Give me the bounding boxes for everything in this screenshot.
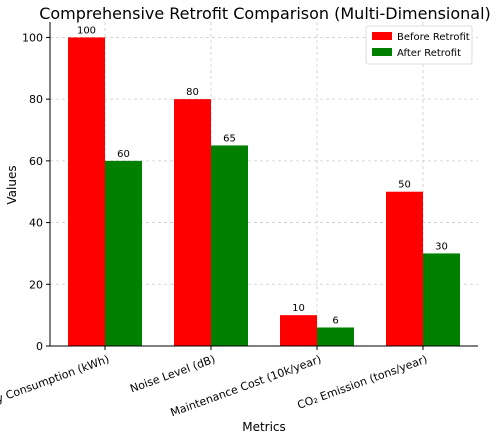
legend-box	[365, 25, 473, 65]
y-tick-label: 20	[29, 278, 43, 291]
y-ticks: 0 20 40 60 80 100	[22, 31, 50, 353]
chart-title: Comprehensive Retrofit Comparison (Multi…	[39, 4, 491, 23]
y-tick-label: 80	[29, 93, 43, 106]
bar-before	[174, 99, 211, 347]
y-tick-label: 0	[36, 340, 43, 353]
x-tick-label: Noise Level (dB)	[128, 353, 217, 396]
bar-value-label: 100	[77, 25, 96, 36]
y-tick-label: 60	[29, 155, 43, 168]
bar-before	[280, 315, 317, 346]
bar-before	[68, 37, 105, 347]
x-tick-label: Energy Consumption (kWh)	[0, 353, 111, 417]
bar-value-label: 50	[398, 180, 411, 191]
y-tick-label: 100	[22, 31, 43, 44]
bar-value-label: 80	[186, 87, 199, 98]
bar-before	[386, 191, 423, 346]
bar-after	[317, 327, 354, 346]
data-labels: 100 80 10 50 60 65 6 30	[77, 25, 448, 326]
legend-swatch-before	[372, 32, 392, 40]
legend-label-after: After Retrofit	[397, 48, 461, 59]
legend-swatch-after	[372, 48, 392, 56]
bar-value-label: 30	[435, 241, 448, 252]
bars	[68, 37, 460, 347]
legend: Before Retrofit After Retrofit	[365, 25, 473, 65]
y-tick-label: 40	[29, 217, 43, 230]
legend-label-before: Before Retrofit	[397, 32, 470, 43]
bar-after	[423, 253, 460, 346]
x-axis-label: Metrics	[242, 420, 286, 434]
bar-value-label: 60	[117, 149, 130, 160]
bar-value-label: 10	[292, 303, 305, 314]
axes	[49, 22, 478, 347]
bar-value-label: 65	[223, 133, 236, 144]
y-axis-label: Values	[5, 165, 19, 204]
bar-after	[105, 160, 142, 346]
x-ticks: Energy Consumption (kWh) Noise Level (dB)…	[0, 346, 429, 419]
bar-after	[211, 145, 248, 346]
bar-value-label: 6	[332, 315, 338, 326]
